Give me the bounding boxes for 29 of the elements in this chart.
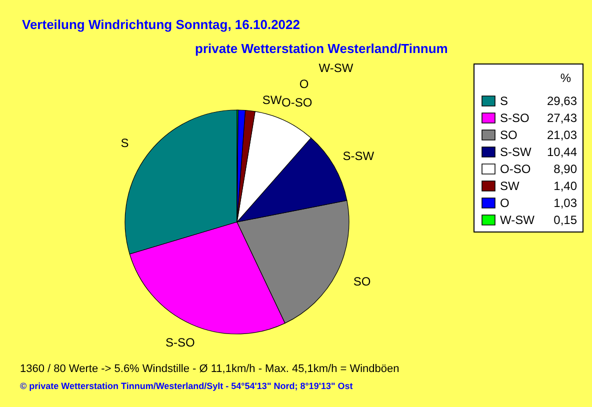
legend-title: % bbox=[560, 71, 572, 85]
slice-label: S bbox=[120, 136, 129, 150]
legend-label: SW bbox=[500, 179, 520, 193]
data-label: 1,40 bbox=[554, 179, 578, 193]
slice-label: SW bbox=[262, 93, 282, 107]
slice-label: SO bbox=[353, 274, 371, 288]
category-label: W-SW bbox=[318, 61, 354, 75]
data-label: 27,43 bbox=[546, 111, 578, 125]
legend-label: O bbox=[500, 196, 510, 210]
text: 1360 / 80 Werte -> 5.6% Windstille - Ø 11,1km/h - Max. 45,1km/h = Windböen bbox=[20, 363, 400, 375]
legend-label: W-SW bbox=[500, 213, 536, 227]
slice-label: S-SW bbox=[342, 149, 375, 164]
data-label: 10,44 bbox=[546, 145, 578, 159]
data-label: 29,63 bbox=[546, 94, 578, 108]
slice-label: O-SO bbox=[282, 96, 312, 110]
data-label: 0,15 bbox=[554, 213, 578, 227]
data-label: 21,03 bbox=[546, 128, 578, 142]
legend-label: S-SO bbox=[500, 111, 530, 125]
chart-subtitle: private Wetterstation Westerland/Tinnum bbox=[195, 41, 448, 56]
chart-title: Verteilung Windrichtung Sonntag, 16.10.2022 bbox=[22, 17, 300, 32]
category-label: O bbox=[299, 77, 309, 91]
legend-label: S-SW bbox=[500, 145, 532, 159]
data-label: 1,03 bbox=[554, 196, 578, 210]
legend-label: S bbox=[500, 94, 508, 108]
legend-label: O-SO bbox=[500, 162, 531, 176]
text: © private Wetterstation Tinnum/Westerland/Sylt - 54°54'13" Nord; 8°19'13" Ost bbox=[20, 381, 353, 391]
data-label: 8,90 bbox=[554, 162, 578, 176]
legend-label: SO bbox=[500, 128, 518, 142]
slice-label: S-SO bbox=[165, 336, 195, 350]
